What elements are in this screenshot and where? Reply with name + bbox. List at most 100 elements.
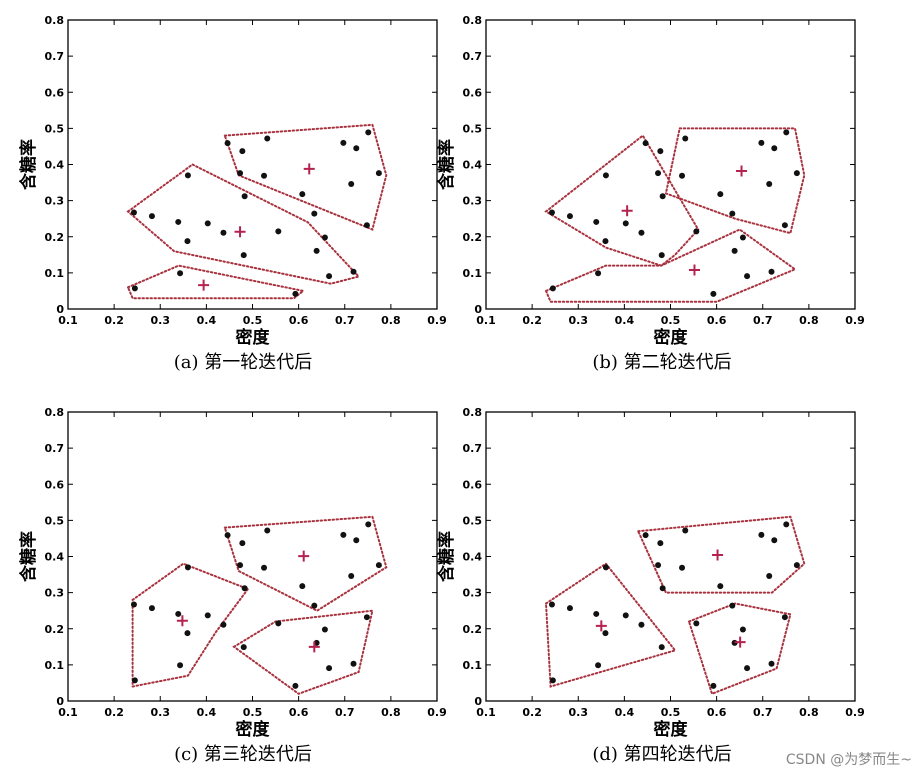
data-point xyxy=(220,621,227,628)
cluster-hull-0 xyxy=(636,515,806,594)
data-point xyxy=(184,172,191,179)
cluster-hull-0 xyxy=(223,515,388,612)
x-tick-label: 0.7 xyxy=(335,314,355,327)
y-tick-label: 0.5 xyxy=(463,122,483,135)
data-point xyxy=(682,135,689,142)
x-tick-label: 0.4 xyxy=(615,706,635,719)
x-tick-label: 0.5 xyxy=(243,706,263,719)
data-point xyxy=(781,222,788,229)
data-point xyxy=(768,660,775,667)
data-point xyxy=(729,210,736,217)
data-point xyxy=(659,585,666,592)
y-axis-label: 含糖率 xyxy=(18,531,39,582)
data-point xyxy=(131,285,138,292)
data-point xyxy=(365,521,372,528)
data-point xyxy=(693,620,700,627)
x-tick-label: 0.5 xyxy=(243,314,263,327)
data-point xyxy=(313,247,320,254)
y-tick-label: 0.3 xyxy=(45,587,65,600)
data-point xyxy=(148,605,155,612)
plot-frame xyxy=(67,411,438,702)
data-point xyxy=(184,564,191,571)
centroid-marker xyxy=(298,550,310,562)
data-point xyxy=(326,273,333,280)
centroid-marker xyxy=(712,549,724,561)
y-tick-label: 0.3 xyxy=(463,195,483,208)
data-point xyxy=(175,218,182,225)
data-point xyxy=(593,610,600,617)
centroid-marker xyxy=(736,165,748,177)
x-tick-label: 0.8 xyxy=(799,706,819,719)
data-point xyxy=(659,193,666,200)
data-point xyxy=(549,677,556,684)
data-point xyxy=(184,630,191,637)
data-point xyxy=(771,145,778,152)
data-point xyxy=(710,290,717,297)
y-tick-label: 0.6 xyxy=(45,478,65,491)
y-tick-label: 0.7 xyxy=(45,442,65,455)
data-point xyxy=(657,540,664,547)
data-point xyxy=(729,602,736,609)
data-point xyxy=(375,170,382,177)
x-tick-label: 0.9 xyxy=(845,314,865,327)
chart-panel-1: 0.1 0.2 0.3 0.4 0.5 0.6 0.7 0.8 0.900.10.20.30.4… xyxy=(436,14,865,373)
x-tick-label: 0.6 xyxy=(289,706,309,719)
data-point xyxy=(237,562,244,569)
x-tick-label: 0.3 xyxy=(569,314,589,327)
y-tick-label: 0.8 xyxy=(45,406,65,419)
data-point xyxy=(240,644,247,651)
y-tick-label: 0.2 xyxy=(463,623,483,636)
data-point xyxy=(241,585,248,592)
data-point xyxy=(595,662,602,669)
centroid-marker xyxy=(198,279,210,291)
data-point xyxy=(593,218,600,225)
y-tick-label: 0 xyxy=(56,695,64,708)
data-point xyxy=(548,209,555,216)
data-point xyxy=(739,626,746,633)
y-tick-label: 0.8 xyxy=(45,14,65,27)
y-tick-label: 0 xyxy=(474,695,482,708)
subfigure-caption: (b) 第二轮迭代后 xyxy=(592,352,731,373)
data-point xyxy=(739,234,746,241)
data-point xyxy=(311,602,318,609)
data-point xyxy=(793,562,800,569)
data-point xyxy=(340,139,347,146)
data-point xyxy=(224,140,231,147)
data-point xyxy=(602,630,609,637)
data-point xyxy=(766,181,773,188)
data-point xyxy=(237,170,244,177)
y-tick-label: 0.3 xyxy=(463,587,483,600)
y-tick-label: 0.1 xyxy=(463,267,483,280)
cluster-hull-0 xyxy=(664,127,806,235)
x-axis-label: 密度 xyxy=(654,719,689,740)
subfigure-caption: (c) 第三轮迭代后 xyxy=(174,744,312,765)
cluster-hull-0 xyxy=(223,123,388,231)
data-point xyxy=(321,234,328,241)
data-point xyxy=(717,583,724,590)
data-point xyxy=(264,527,271,534)
data-point xyxy=(311,210,318,217)
x-tick-label: 0.1 xyxy=(476,706,496,719)
data-point xyxy=(549,285,556,292)
plot-frame xyxy=(67,19,438,310)
x-tick-label: 0.1 xyxy=(476,314,496,327)
data-point xyxy=(679,172,686,179)
x-tick-label: 0.9 xyxy=(427,706,447,719)
data-point xyxy=(348,181,355,188)
data-point xyxy=(184,238,191,245)
x-tick-label: 0.5 xyxy=(661,314,681,327)
x-tick-label: 0.3 xyxy=(151,314,171,327)
data-point xyxy=(622,220,629,227)
data-point xyxy=(781,614,788,621)
y-tick-label: 0.2 xyxy=(45,623,65,636)
y-axis-label: 含糖率 xyxy=(436,139,457,190)
y-tick-label: 0 xyxy=(474,303,482,316)
centroid-marker xyxy=(595,620,607,632)
y-tick-label: 0.1 xyxy=(45,267,65,280)
x-tick-label: 0.7 xyxy=(753,706,773,719)
x-tick-label: 0.9 xyxy=(427,314,447,327)
data-point xyxy=(793,170,800,177)
data-point xyxy=(148,213,155,220)
centroid-marker xyxy=(234,226,246,238)
plot-frame xyxy=(485,411,856,702)
